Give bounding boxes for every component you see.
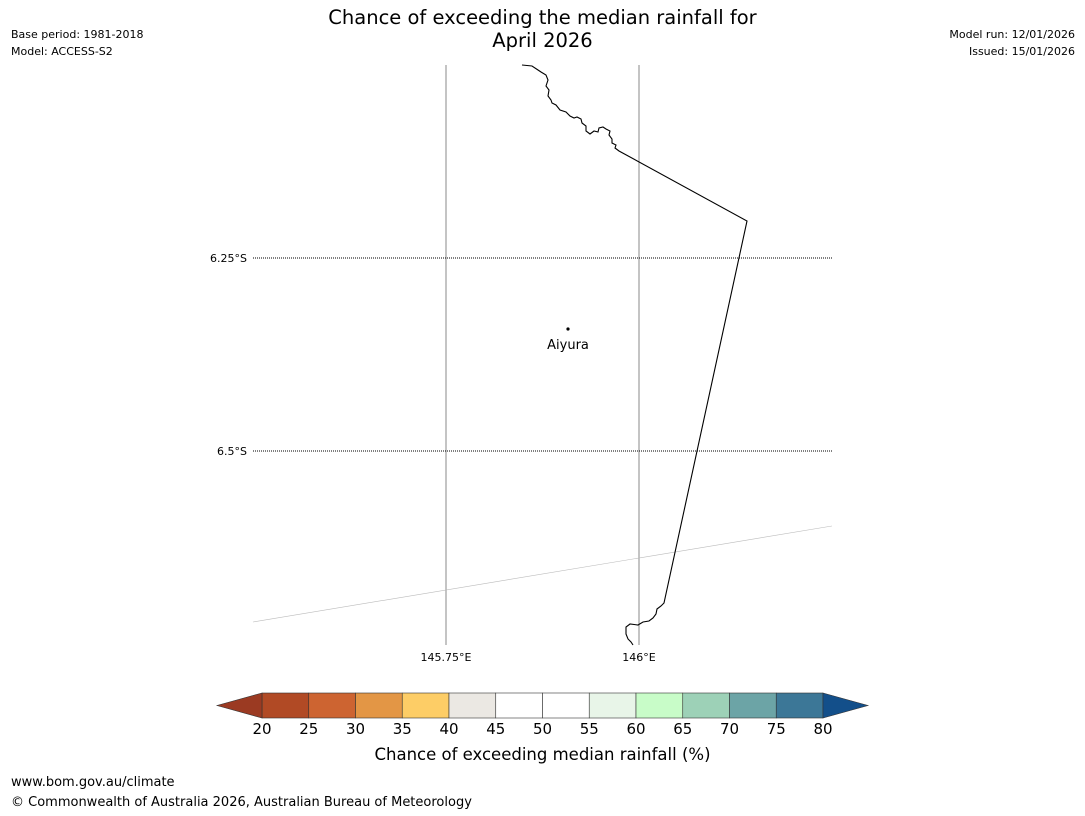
colorbar-tick-50: 50 — [533, 720, 552, 738]
colorbar-bin-60-65 — [635, 692, 684, 719]
colorbar-tick-30: 30 — [346, 720, 365, 738]
colorbar-tick-20: 20 — [252, 720, 271, 738]
colorbar-over-arrow — [822, 692, 870, 719]
map-title-line2: April 2026 — [492, 29, 593, 52]
meta-left: Base period: 1981-2018 Model: ACCESS-S2 — [11, 26, 143, 60]
colorbar-tick-25: 25 — [299, 720, 318, 738]
colorbar-bins — [261, 692, 824, 719]
model-run-text: Model run: 12/01/2026 — [949, 28, 1075, 41]
lat-label-6-25: 6.25°S — [210, 252, 247, 265]
lat-label-6-5: 6.5°S — [217, 445, 247, 458]
colorbar-bin-75-80 — [775, 692, 824, 719]
colorbar: 20 25 30 35 40 45 50 55 60 65 70 75 80 — [215, 692, 870, 738]
colorbar-bin-50-55 — [542, 692, 590, 719]
colorbar-tick-45: 45 — [486, 720, 505, 738]
meta-right: Model run: 12/01/2026 Issued: 15/01/2026 — [949, 26, 1075, 60]
footer-copyright: © Commonwealth of Australia 2026, Austra… — [11, 795, 472, 810]
footer-url[interactable]: www.bom.gov.au/climate — [11, 775, 175, 790]
colorbar-tick-70: 70 — [720, 720, 739, 738]
map-edge-line — [252, 525, 833, 623]
colorbar-tick-75: 75 — [767, 720, 786, 738]
colorbar-tick-35: 35 — [393, 720, 412, 738]
colorbar-ticks: 20 25 30 35 40 45 50 55 60 65 70 75 80 — [252, 720, 832, 738]
colorbar-bin-20-25 — [261, 692, 310, 719]
model-text: Model: ACCESS-S2 — [11, 45, 113, 58]
lon-label-145-75: 145.75°E — [421, 651, 472, 664]
colorbar-tick-65: 65 — [673, 720, 692, 738]
colorbar-tick-60: 60 — [626, 720, 645, 738]
map-canvas: Aiyura 6.25°S 6.5°S 145.75°E 146°E — [210, 64, 833, 664]
colorbar-bin-30-35 — [355, 692, 403, 719]
colorbar-tick-80: 80 — [813, 720, 832, 738]
map-title: Chance of exceeding the median rainfall … — [0, 6, 1085, 52]
aiyura-label: Aiyura — [547, 338, 589, 353]
colorbar-tick-40: 40 — [439, 720, 458, 738]
issued-text: Issued: 15/01/2026 — [968, 45, 1075, 58]
colorbar-label: Chance of exceeding median rainfall (%) — [374, 745, 711, 764]
colorbar-bin-45-50 — [495, 692, 543, 719]
colorbar-bin-25-30 — [308, 692, 356, 719]
colorbar-bin-65-70 — [682, 692, 730, 719]
province-boundary — [521, 64, 748, 646]
map-title-line1: Chance of exceeding the median rainfall … — [328, 6, 757, 29]
colorbar-bin-40-45 — [448, 692, 497, 719]
lon-label-146: 146°E — [622, 651, 655, 664]
colorbar-under-arrow — [215, 692, 263, 719]
base-period-text: Base period: 1981-2018 — [11, 28, 144, 41]
colorbar-bin-55-60 — [588, 692, 637, 719]
aiyura-marker[interactable] — [566, 327, 570, 331]
colorbar-bin-70-75 — [729, 692, 777, 719]
colorbar-tick-55: 55 — [580, 720, 599, 738]
colorbar-bin-35-40 — [401, 692, 450, 719]
